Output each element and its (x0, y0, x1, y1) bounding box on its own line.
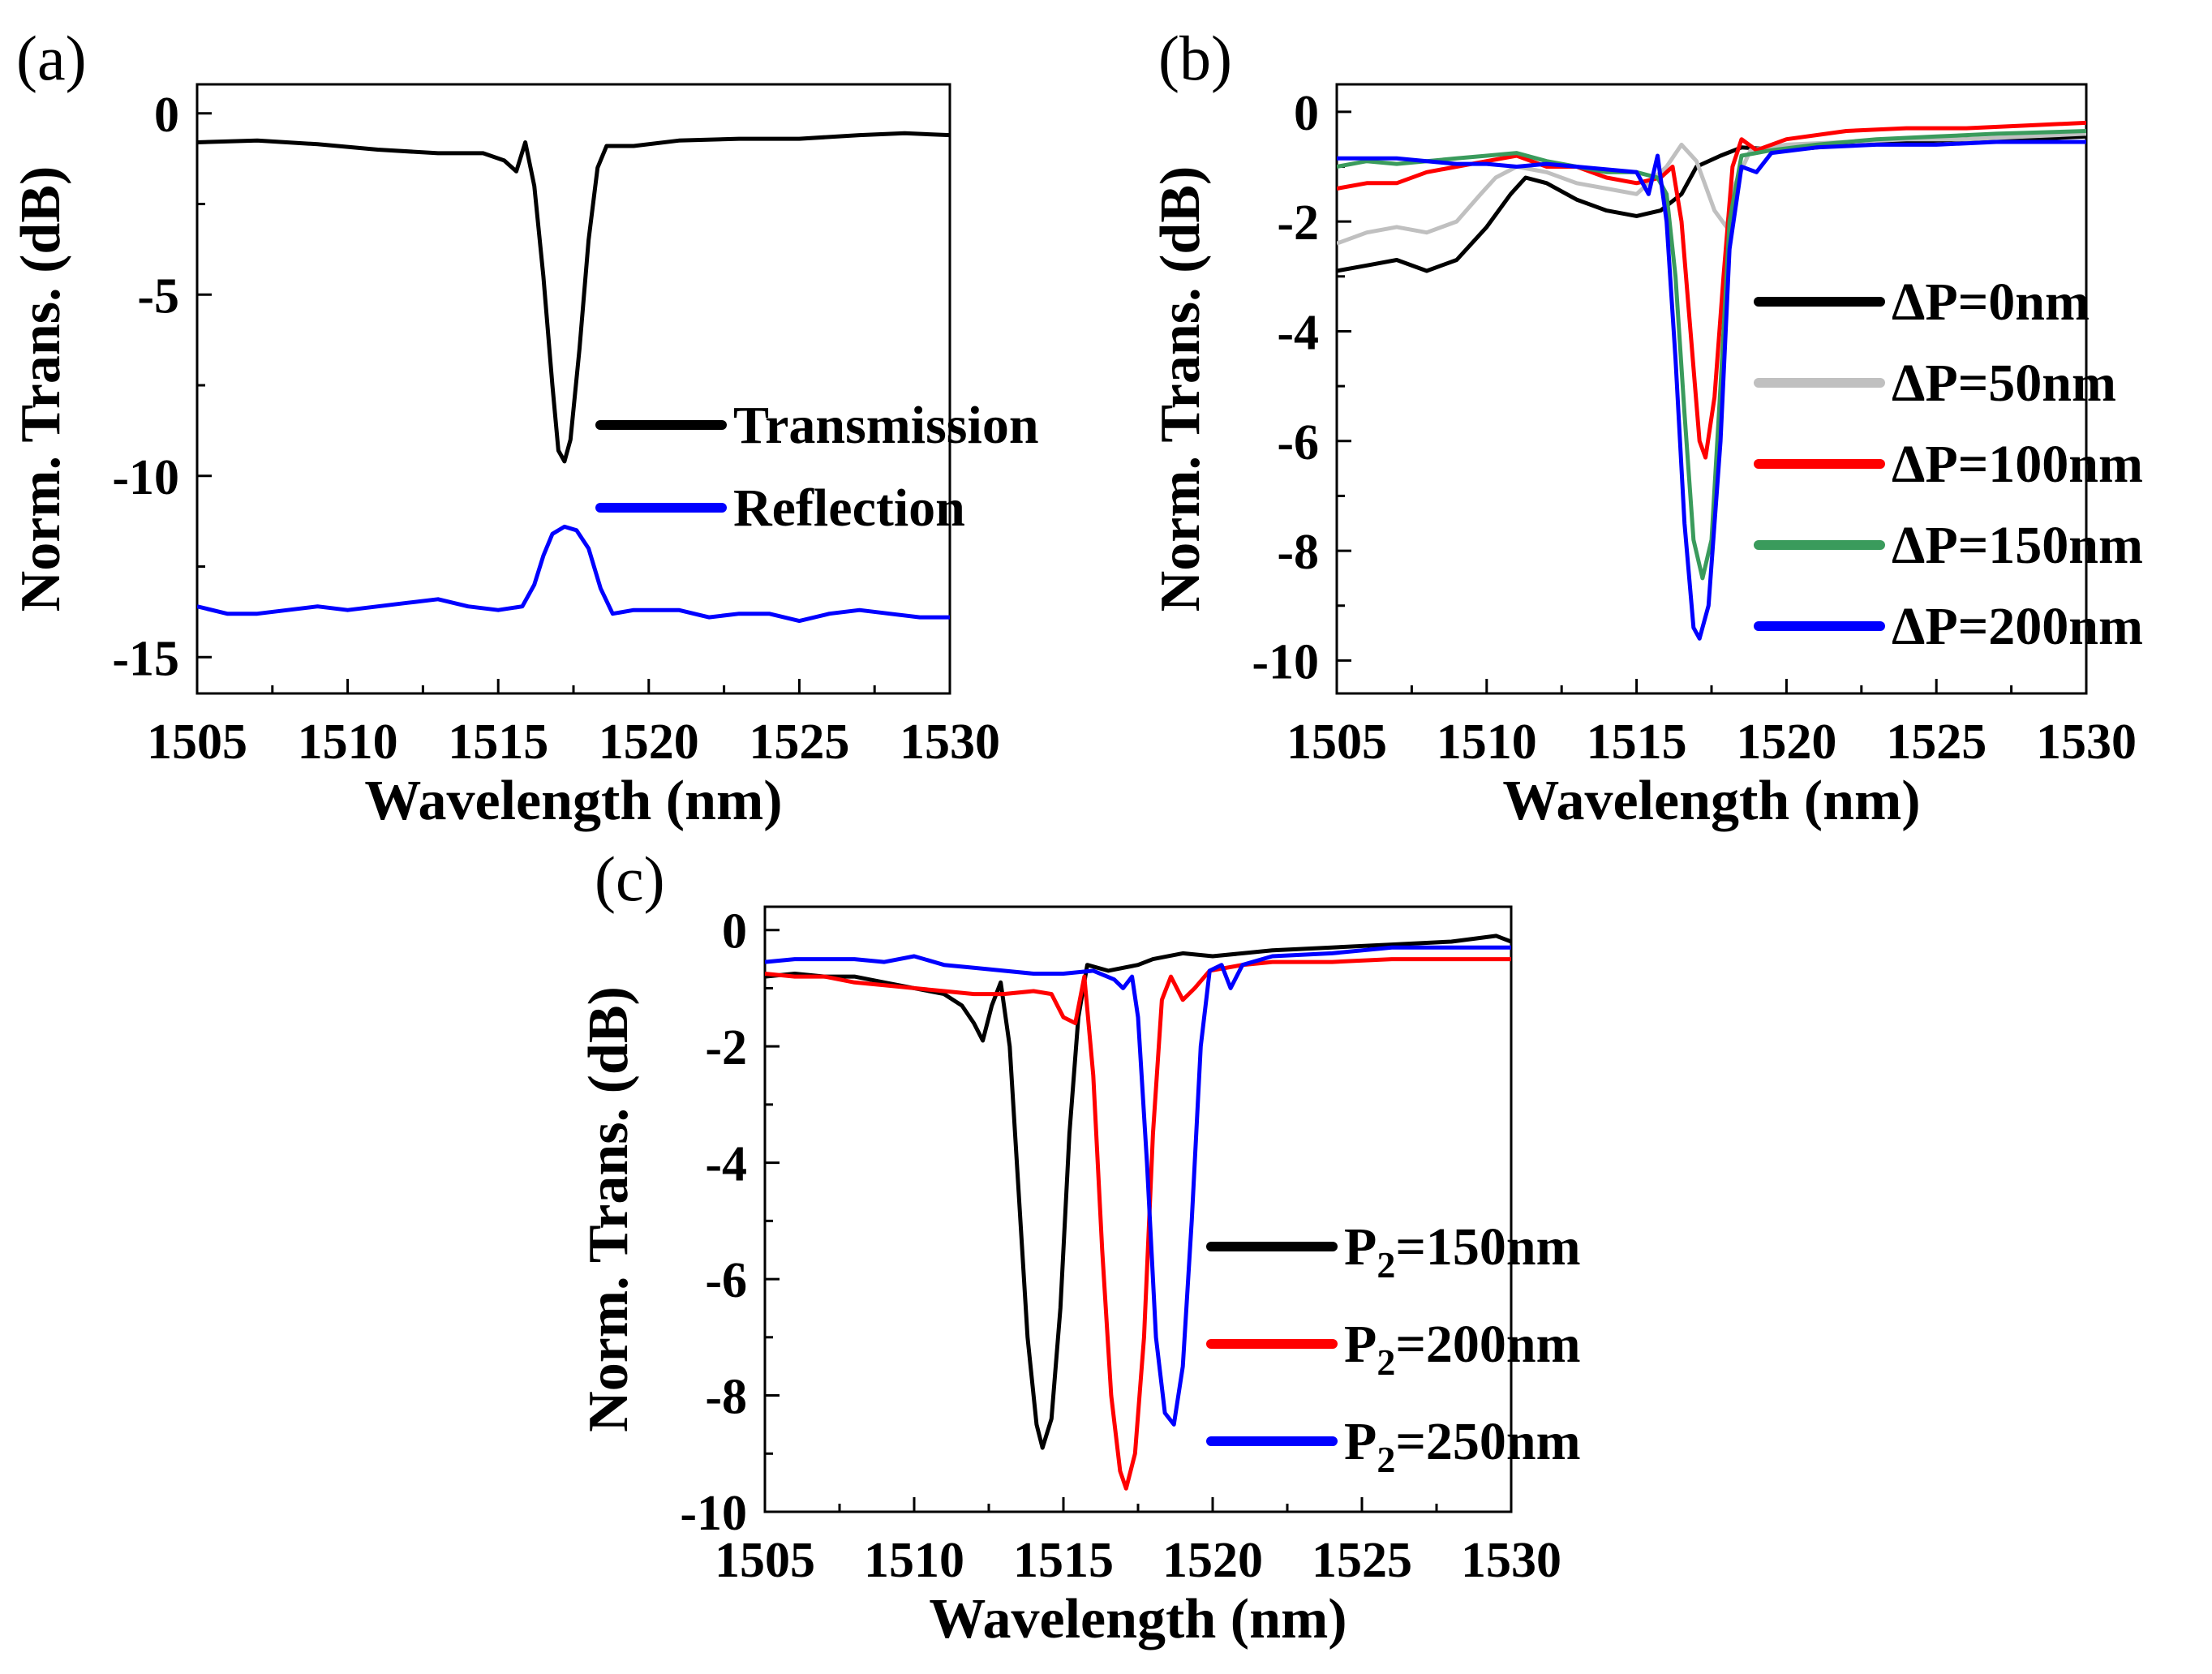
y-tick-label: -10 (680, 1486, 747, 1541)
x-tick-label: 1530 (1461, 1533, 1561, 1588)
x-tick-label: 1510 (864, 1533, 964, 1588)
panel-label: (c) (595, 843, 665, 914)
legend-label: Transmission (733, 396, 1039, 455)
y-axis-title: Norm. Trans. (dB) (10, 166, 72, 612)
series-line-2 (765, 957, 1511, 1491)
x-tick-label: 1520 (1162, 1533, 1263, 1588)
series-group (197, 131, 950, 624)
y-tick-label: -8 (1277, 525, 1319, 580)
series-line-2 (197, 524, 950, 624)
y-tick-label: -8 (705, 1370, 747, 1425)
x-tick-label: 1505 (1286, 715, 1387, 770)
y-tick-label: -5 (137, 268, 179, 324)
x-tick-label: 1525 (1886, 715, 1987, 770)
x-axis-title: Wavelength (nm) (1502, 770, 1920, 832)
x-axis-title: Wavelength (nm) (364, 770, 782, 832)
y-tick-label: -2 (705, 1020, 747, 1075)
x-tick-label: 1525 (749, 715, 849, 770)
legend-label: P2=250nm (1344, 1412, 1581, 1480)
x-axis-title: Wavelength (nm) (929, 1588, 1347, 1650)
legend-label: ΔP=0nm (1892, 273, 2090, 332)
series-line-3 (765, 945, 1511, 1427)
y-tick-label: 0 (154, 88, 179, 143)
y-axis-title: Norm. Trans. (dB) (578, 986, 640, 1432)
y-tick-label: -10 (112, 450, 179, 505)
plot-frame (195, 83, 951, 695)
x-tick-label: 1530 (2036, 715, 2137, 770)
x-tick-label: 1505 (715, 1533, 815, 1588)
y-tick-label: 0 (722, 904, 747, 959)
x-tick-label: 1520 (1736, 715, 1836, 770)
series-group (765, 934, 1511, 1491)
series-line-2 (1337, 131, 2086, 246)
panel-c: 1505 1510 1515 1520 1525 1530 0 -2 -4 -6 -8 -10 Wave… (578, 843, 1581, 1650)
x-tick-label: 1505 (147, 715, 247, 770)
panel-label: (b) (1158, 23, 1232, 93)
y-tick-label: -15 (112, 631, 179, 686)
legend-label: ΔP=100nm (1892, 435, 2143, 494)
series-line-1 (197, 131, 950, 464)
legend-label: ΔP=200nm (1892, 597, 2143, 656)
series-group (1337, 120, 2086, 641)
series-line-5 (1337, 140, 2086, 641)
panel-b: 1505 1510 1515 1520 1525 1530 0 -2 -4 -6 -8 -10 Wave… (1149, 23, 2143, 832)
legend-label: ΔP=150nm (1892, 516, 2143, 575)
y-tick-label: 0 (1294, 86, 1319, 141)
series-line-4 (1337, 129, 2086, 581)
x-tick-label: 1520 (599, 715, 699, 770)
legend-label: Reflection (733, 479, 965, 538)
x-tick-label: 1515 (448, 715, 548, 770)
legend-label: P2=150nm (1344, 1217, 1581, 1286)
y-axis-title: Norm. Trans. (dB) (1149, 166, 1212, 612)
x-tick-label: 1525 (1312, 1533, 1412, 1588)
y-tick-label: -6 (705, 1253, 747, 1308)
panel-a: 1505 1510 1515 1520 1525 1530 0 -5 -10 -15 Wavelen… (10, 23, 1039, 832)
y-tick-label: -10 (1252, 634, 1319, 689)
x-tick-label: 1515 (1013, 1533, 1114, 1588)
y-tick-label: -2 (1277, 195, 1319, 251)
panel-label: (a) (16, 23, 87, 93)
legend-label: P2=200nm (1344, 1315, 1581, 1383)
y-tick-label: -6 (1277, 415, 1319, 470)
x-tick-label: 1510 (1437, 715, 1537, 770)
x-tick-label: 1530 (900, 715, 1000, 770)
x-tick-label: 1510 (298, 715, 398, 770)
x-tick-label: 1515 (1587, 715, 1687, 770)
y-tick-label: -4 (1277, 305, 1319, 360)
legend-label: ΔP=50nm (1892, 354, 2116, 413)
y-tick-label: -4 (705, 1137, 747, 1192)
